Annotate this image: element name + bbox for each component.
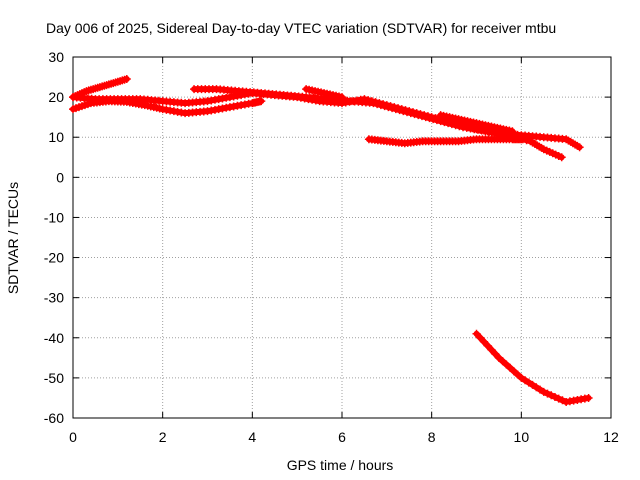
data-point <box>122 75 131 84</box>
data-point <box>384 103 393 112</box>
series-trace <box>473 330 592 405</box>
x-tick-label: 6 <box>338 429 346 445</box>
y-tick-label: -40 <box>44 330 64 346</box>
data-point <box>550 392 559 401</box>
data-point <box>410 110 419 119</box>
data-point <box>425 114 434 123</box>
data-point <box>369 99 378 108</box>
data-point <box>451 121 460 130</box>
data-point <box>508 127 517 136</box>
series-track-a <box>69 75 131 102</box>
data-point <box>429 115 438 124</box>
x-tick-label: 12 <box>603 429 619 445</box>
data-point <box>575 143 584 152</box>
series-track-f <box>364 135 526 148</box>
data-point <box>491 349 500 358</box>
y-tick-label: 10 <box>48 129 64 145</box>
data-point <box>403 108 412 117</box>
y-tick-label: 0 <box>56 169 64 185</box>
x-tick-label: 4 <box>248 429 256 445</box>
y-tick-label: -20 <box>44 250 64 266</box>
data-point <box>479 337 488 346</box>
data-point <box>257 97 266 106</box>
data-point <box>421 113 430 122</box>
y-tick-label: -10 <box>44 209 64 225</box>
data-point <box>444 119 453 128</box>
data-point <box>417 112 426 121</box>
y-tick-label: -30 <box>44 290 64 306</box>
data-point <box>487 345 496 354</box>
data-point <box>554 394 563 403</box>
data-point <box>517 135 526 144</box>
axis-ticks: 0 2 4 6 8 10 12 -60 -50 -40 -30 -20 -10 0 10 20 30 <box>44 49 619 445</box>
data-point <box>373 100 382 109</box>
data-points <box>69 75 593 406</box>
data-point <box>338 93 346 102</box>
chart-title: Day 006 of 2025, Sidereal Day-to-day VTE… <box>46 20 556 36</box>
y-tick-label: -60 <box>44 410 64 426</box>
x-tick-label: 2 <box>159 429 167 445</box>
series-track-e <box>302 85 346 102</box>
series-track-g <box>436 111 517 136</box>
data-point <box>391 105 400 114</box>
x-tick-label: 8 <box>428 429 436 445</box>
series-track-h <box>472 329 593 406</box>
data-point <box>380 102 389 111</box>
data-point <box>414 111 423 120</box>
y-tick-label: 20 <box>48 89 64 105</box>
y-tick-label: 30 <box>48 49 64 65</box>
data-point <box>432 116 441 125</box>
data-point <box>455 122 464 131</box>
data-point <box>376 101 385 110</box>
data-point <box>395 106 404 115</box>
x-tick-label: 10 <box>514 429 530 445</box>
data-point <box>543 389 552 398</box>
data-point <box>558 396 567 405</box>
gridlines <box>73 57 611 418</box>
data-point <box>547 391 556 400</box>
data-point <box>584 393 593 402</box>
data-point <box>476 333 485 342</box>
data-point <box>388 104 397 113</box>
x-tick-label: 0 <box>69 429 77 445</box>
data-point <box>472 329 481 338</box>
series-trace <box>191 86 565 161</box>
data-point <box>557 153 566 162</box>
x-axis-label: GPS time / hours <box>287 457 394 473</box>
y-tick-label: -50 <box>44 370 64 386</box>
data-point <box>399 107 408 116</box>
data-point <box>539 387 548 396</box>
data-point <box>483 341 492 350</box>
y-axis-label: SDTVAR / TECUs <box>5 182 21 294</box>
data-point <box>406 109 415 118</box>
